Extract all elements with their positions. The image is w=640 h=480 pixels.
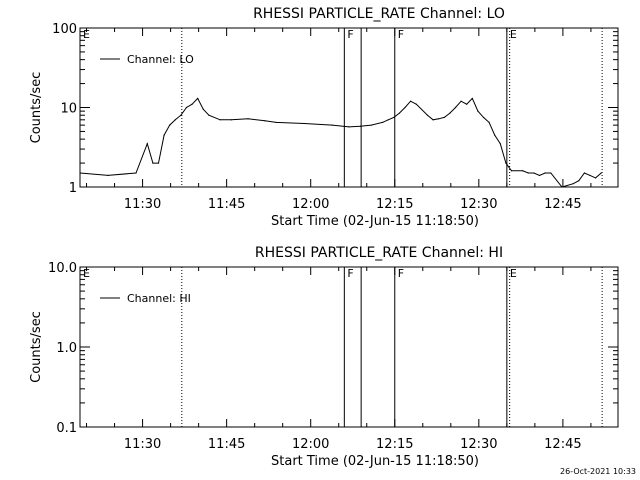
data-point bbox=[432, 119, 434, 121]
data-point bbox=[572, 183, 574, 185]
data-point bbox=[79, 172, 81, 174]
footer-timestamp: 26-Oct-2021 10:33 bbox=[560, 467, 636, 476]
data-point bbox=[443, 116, 445, 119]
event-marker-label: F bbox=[347, 28, 353, 41]
data-point bbox=[264, 120, 266, 122]
data-point bbox=[544, 172, 546, 174]
data-point bbox=[505, 162, 507, 164]
data-point bbox=[208, 114, 210, 116]
x-tick-label: 12:00 bbox=[292, 437, 329, 452]
y-tick-label: 10 bbox=[60, 102, 77, 117]
data-point bbox=[488, 121, 490, 123]
x-axis-label: Start Time (02-Jun-15 11:18:50) bbox=[271, 214, 479, 229]
data-point bbox=[583, 172, 585, 174]
data-point bbox=[438, 118, 440, 120]
x-tick-label: 11:30 bbox=[124, 437, 161, 452]
data-point bbox=[426, 114, 429, 116]
data-point bbox=[398, 112, 401, 114]
data-point bbox=[578, 180, 580, 182]
data-point bbox=[533, 172, 535, 174]
data-point bbox=[135, 172, 137, 174]
x-tick-label: 12:45 bbox=[544, 197, 581, 212]
x-tick-label: 12:30 bbox=[460, 197, 497, 212]
event-marker-label: E bbox=[83, 28, 90, 41]
event-marker-label: F bbox=[398, 267, 404, 280]
y-axis-label: Counts/sec bbox=[29, 72, 44, 144]
data-point bbox=[482, 116, 485, 119]
x-tick-label: 12:30 bbox=[460, 437, 497, 452]
legend-label: Channel: HI bbox=[127, 292, 191, 305]
x-tick-label: 11:45 bbox=[208, 197, 245, 212]
data-point bbox=[460, 100, 462, 102]
y-tick-label: 1 bbox=[69, 181, 77, 196]
data-point bbox=[550, 172, 552, 174]
x-tick-label: 12:00 bbox=[292, 197, 329, 212]
data-point bbox=[454, 106, 457, 109]
data-point bbox=[594, 177, 597, 179]
y-tick-label: 0.1 bbox=[56, 421, 77, 436]
data-point bbox=[510, 170, 513, 172]
data-point bbox=[522, 170, 524, 172]
data-point bbox=[387, 119, 389, 121]
x-tick-label: 12:15 bbox=[376, 437, 413, 452]
y-axis-label: Counts/sec bbox=[29, 311, 44, 383]
data-point bbox=[466, 103, 468, 105]
y-tick-label: 10.0 bbox=[48, 261, 77, 276]
data-point bbox=[410, 100, 412, 102]
data-point bbox=[219, 119, 221, 121]
data-point bbox=[600, 172, 602, 174]
data-point bbox=[163, 134, 165, 136]
x-tick-label: 11:30 bbox=[124, 197, 161, 212]
data-point bbox=[152, 162, 154, 164]
event-marker-label: E bbox=[510, 267, 517, 280]
event-marker-label: E bbox=[83, 267, 90, 280]
data-point bbox=[146, 143, 148, 145]
data-point bbox=[393, 116, 395, 119]
data-point bbox=[538, 174, 541, 176]
data-point bbox=[331, 124, 333, 126]
chart-title: RHESSI PARTICLE_RATE Channel: HI bbox=[255, 245, 503, 261]
data-point bbox=[185, 106, 188, 109]
data-point bbox=[370, 124, 373, 126]
data-point bbox=[494, 134, 496, 136]
data-point bbox=[348, 126, 350, 128]
data-point bbox=[477, 110, 479, 112]
data-point bbox=[191, 103, 193, 105]
data-point bbox=[180, 114, 182, 116]
data-point bbox=[157, 162, 160, 164]
data-point bbox=[449, 112, 451, 114]
event-marker-label: F bbox=[347, 267, 353, 280]
data-point bbox=[202, 108, 204, 110]
x-tick-label: 12:15 bbox=[376, 197, 413, 212]
data-point bbox=[169, 124, 171, 126]
y-tick-label: 1.0 bbox=[56, 341, 77, 356]
data-point bbox=[174, 119, 176, 121]
data-point bbox=[589, 174, 591, 176]
data-point bbox=[561, 186, 563, 188]
data-point bbox=[404, 106, 406, 109]
data-point bbox=[499, 143, 501, 145]
data-point bbox=[527, 172, 529, 174]
data-point bbox=[471, 97, 473, 100]
event-marker-label: F bbox=[398, 28, 404, 41]
data-point bbox=[107, 174, 109, 176]
data-point bbox=[415, 103, 417, 105]
legend-label: Channel: LO bbox=[127, 53, 194, 66]
data-point bbox=[275, 121, 277, 123]
data-point bbox=[230, 119, 232, 121]
data-point bbox=[303, 122, 305, 125]
x-tick-label: 11:45 bbox=[208, 437, 245, 452]
chart-title: RHESSI PARTICLE_RATE Channel: LO bbox=[253, 6, 505, 22]
data-point bbox=[382, 121, 384, 123]
y-tick-label: 100 bbox=[52, 22, 77, 37]
event-marker-label: E bbox=[510, 28, 517, 41]
x-tick-label: 12:45 bbox=[544, 437, 581, 452]
data-point bbox=[247, 118, 249, 120]
data-point bbox=[197, 97, 199, 100]
x-axis-label: Start Time (02-Jun-15 11:18:50) bbox=[271, 454, 479, 469]
data-point bbox=[359, 125, 361, 127]
